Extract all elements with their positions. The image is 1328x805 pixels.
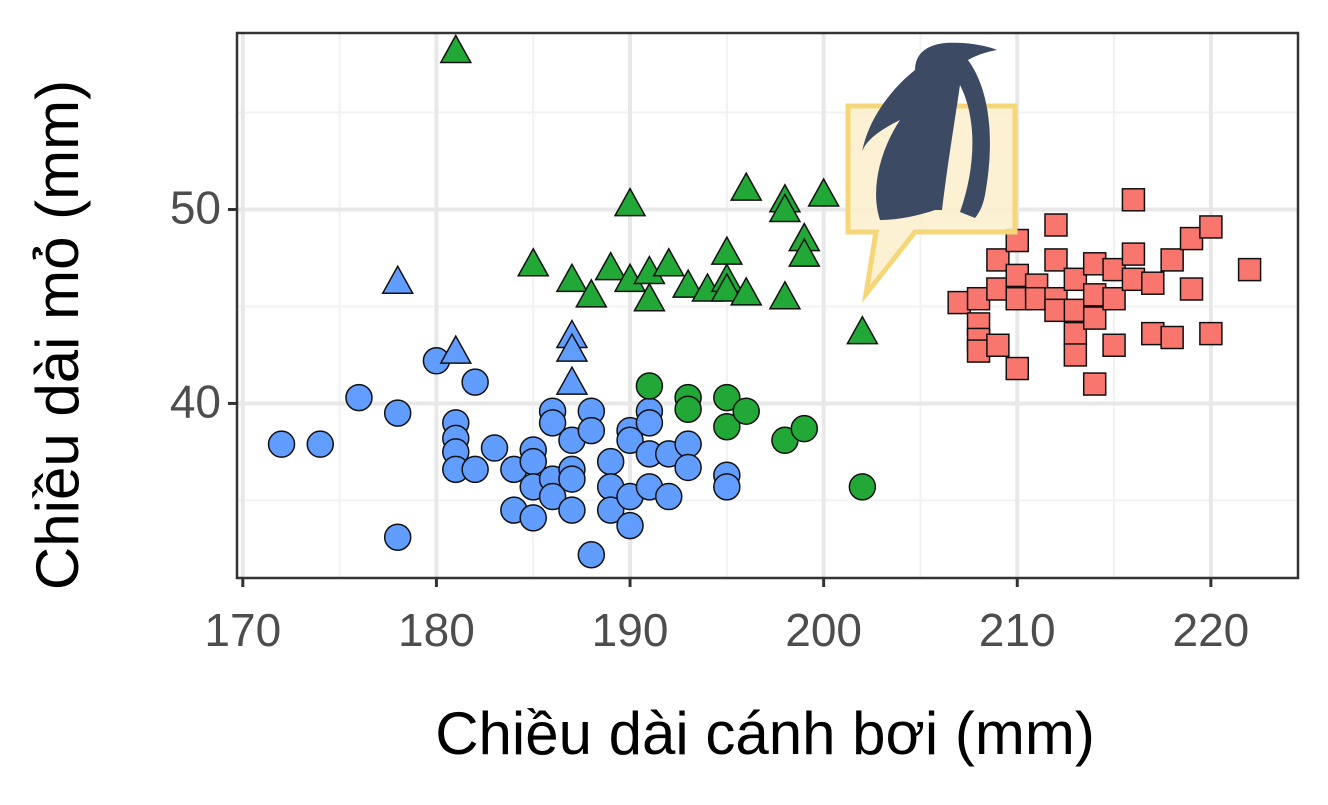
point (713, 412, 741, 441)
point (516, 247, 550, 277)
point (1121, 242, 1146, 266)
point (674, 453, 702, 482)
point (710, 272, 744, 302)
point (768, 280, 802, 310)
point (635, 372, 664, 400)
point (381, 264, 414, 295)
point (538, 409, 567, 437)
point (846, 315, 879, 345)
point (1082, 306, 1107, 330)
point (729, 171, 763, 201)
point (594, 251, 627, 281)
point (596, 447, 625, 476)
x-axis-title: Chiều dài cánh bơi (mm) (435, 700, 1095, 767)
point (538, 482, 567, 511)
point (633, 282, 666, 312)
point (1102, 333, 1126, 358)
point (480, 434, 509, 462)
penguin-icon (845, 42, 1018, 304)
point (635, 409, 664, 437)
x-tick-label: 180 (398, 604, 475, 656)
point (555, 332, 589, 362)
point (674, 395, 702, 424)
point (1082, 372, 1107, 396)
point (1199, 321, 1223, 346)
point (674, 430, 702, 458)
point (1199, 215, 1223, 239)
point (713, 473, 741, 501)
point (788, 237, 821, 267)
point (1044, 248, 1068, 272)
point (575, 278, 608, 308)
point (729, 276, 763, 306)
point (1063, 343, 1088, 367)
x-tick-label: 220 (1172, 604, 1249, 656)
point (655, 482, 683, 511)
point (848, 473, 877, 501)
point (807, 177, 840, 207)
point (577, 540, 606, 569)
point (1063, 267, 1088, 292)
point (1102, 286, 1126, 311)
point (732, 397, 760, 425)
point (1179, 277, 1204, 301)
point (267, 430, 296, 458)
point (461, 455, 489, 484)
point (439, 334, 473, 364)
point (345, 383, 373, 412)
point (616, 426, 644, 455)
point (383, 399, 412, 427)
panel-border (235, 31, 1300, 580)
point (558, 465, 586, 493)
point (1160, 248, 1184, 272)
point (768, 192, 802, 223)
point (616, 511, 644, 540)
point (1141, 271, 1165, 295)
point (652, 247, 686, 277)
x-tick-label: 200 (785, 604, 862, 656)
point (986, 248, 1010, 272)
point (1005, 356, 1030, 381)
y-tick-label: 50 (170, 182, 221, 234)
point (439, 33, 473, 64)
point (461, 368, 489, 396)
x-tick-label: 210 (979, 604, 1056, 656)
x-tick-label: 170 (204, 604, 281, 656)
point (671, 268, 705, 298)
point (1160, 325, 1184, 350)
marks (267, 33, 1262, 569)
point (986, 333, 1010, 358)
point (1237, 257, 1262, 282)
point (555, 365, 589, 395)
point (596, 496, 625, 524)
point (555, 262, 589, 293)
point (519, 504, 547, 532)
y-axis-title: Chiều dài mỏ (mm) (24, 80, 91, 590)
point (577, 416, 606, 445)
point (306, 430, 335, 458)
point (790, 414, 819, 443)
point (383, 523, 412, 552)
point (613, 187, 647, 217)
point (1121, 188, 1146, 212)
point (713, 383, 741, 412)
y-tick-label: 40 (170, 376, 221, 428)
point (558, 496, 586, 524)
x-tick-label: 190 (592, 604, 669, 656)
point (1044, 213, 1068, 237)
